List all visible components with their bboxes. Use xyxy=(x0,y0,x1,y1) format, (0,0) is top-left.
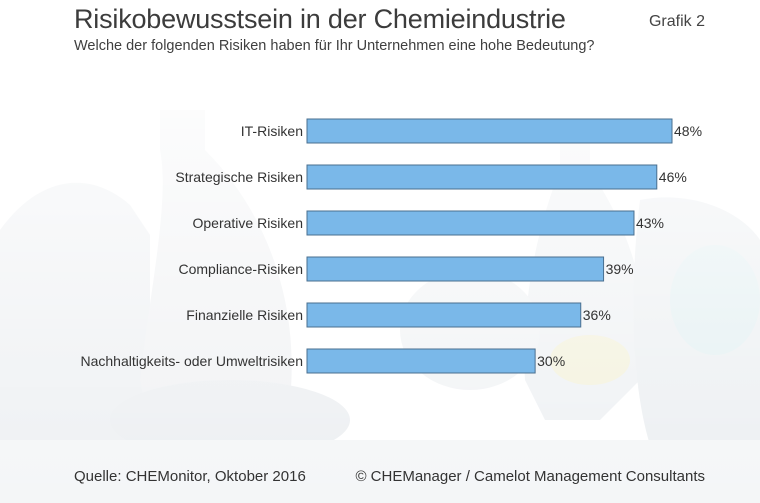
value-label: 36% xyxy=(583,307,611,323)
category-label: Finanzielle Risiken xyxy=(186,307,303,323)
page-title: Risikobewusstsein in der Chemieindustrie xyxy=(74,4,566,34)
value-label: 30% xyxy=(537,353,565,369)
page-subtitle: Welche der folgenden Risiken haben für I… xyxy=(74,38,595,54)
category-label: Strategische Risiken xyxy=(175,169,303,185)
value-label: 39% xyxy=(606,261,634,277)
category-label: Operative Risiken xyxy=(193,215,304,231)
category-label: Nachhaltigkeits- oder Umweltrisiken xyxy=(80,353,303,369)
figure-badge: Grafik 2 xyxy=(648,13,705,30)
bar xyxy=(306,348,536,374)
copyright-note: © CHEManager / Camelot Management Consul… xyxy=(355,468,705,485)
category-label: Compliance-Risiken xyxy=(179,261,304,277)
bar xyxy=(306,164,658,190)
category-label: IT-Risiken xyxy=(241,123,303,139)
bar xyxy=(306,210,635,236)
bar xyxy=(306,118,673,144)
source-note: Quelle: CHEMonitor, Oktober 2016 xyxy=(74,468,306,485)
bar xyxy=(306,302,582,328)
value-label: 46% xyxy=(659,169,687,185)
value-label: 48% xyxy=(674,123,702,139)
bar xyxy=(306,256,605,282)
value-label: 43% xyxy=(636,215,664,231)
